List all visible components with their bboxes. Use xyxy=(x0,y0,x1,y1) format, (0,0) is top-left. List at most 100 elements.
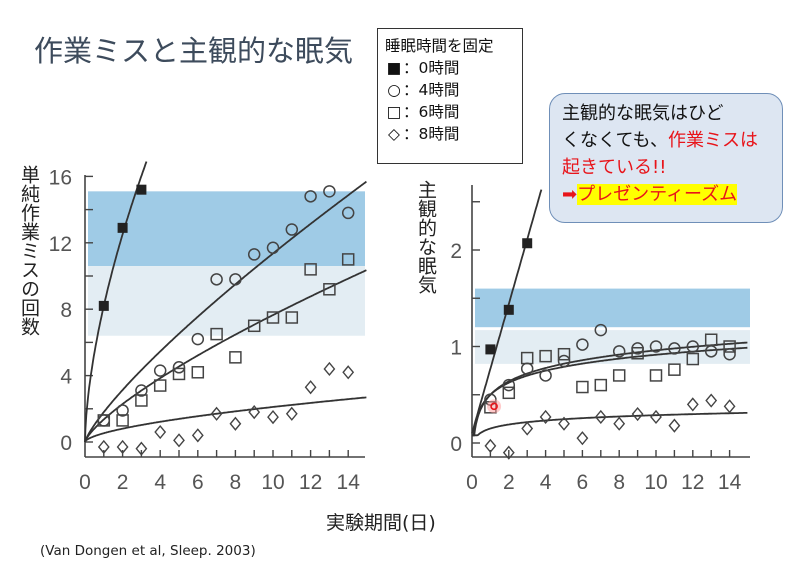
x-tick-label: 0 xyxy=(79,471,91,494)
data-point-diamond xyxy=(210,406,223,421)
data-point-diamond xyxy=(668,418,681,433)
data-point-circle xyxy=(557,354,571,368)
fit-curve-4時間 xyxy=(84,180,367,443)
legend-label: ：0時間 xyxy=(403,59,460,77)
legend-item-4h: ○ ：4時間 xyxy=(385,79,522,101)
x-tick-label: 6 xyxy=(192,471,204,494)
y-tick-label: 0 xyxy=(450,433,462,456)
reference-band-light xyxy=(475,330,750,364)
data-point-diamond xyxy=(267,410,279,425)
y-tick-label: 12 xyxy=(49,233,72,256)
x-tick-label: 2 xyxy=(117,471,129,494)
data-point-circle xyxy=(153,364,167,377)
fit-curve-4時間 xyxy=(471,341,748,437)
data-point-square xyxy=(210,327,223,341)
y-tick-label: 16 xyxy=(49,166,72,189)
data-point-diamond xyxy=(154,424,167,440)
data-point-diamond xyxy=(686,397,699,412)
data-point-diamond xyxy=(285,406,298,421)
data-point-square xyxy=(686,352,700,366)
callout-line-4: ➡プレゼンティーズム xyxy=(562,181,782,208)
data-point-square xyxy=(649,369,663,382)
data-point-circle xyxy=(116,404,129,417)
data-point-square xyxy=(229,351,242,364)
data-point-square xyxy=(594,378,608,392)
left-chart: 0 4 8 12 16 0 2 4 6 8 10 12 14 xyxy=(49,161,367,494)
data-point-filled-square xyxy=(522,238,533,249)
x-tick-label: 10 xyxy=(644,471,667,494)
cursor-marker xyxy=(490,402,498,411)
data-point-square xyxy=(153,379,167,392)
fit-curve-6時間 xyxy=(471,346,748,437)
x-tick-label: 8 xyxy=(613,471,625,494)
data-point-square xyxy=(266,311,280,324)
shared-xlabel: 実験期間(日) xyxy=(326,512,436,534)
data-point-square xyxy=(341,253,355,266)
data-point-square xyxy=(723,340,736,353)
left-chart-ylabel: 単純作業ミスの回数 xyxy=(18,165,40,336)
slide-title: 作業ミスと主観的な眠気 xyxy=(34,34,354,68)
data-point-diamond xyxy=(723,399,736,414)
fit-curve-0時間 xyxy=(84,161,148,443)
legend-title: 睡眠時間を固定 xyxy=(385,37,494,55)
filled-square-icon: ■ xyxy=(386,59,402,77)
data-point-circle xyxy=(539,369,552,382)
data-point-square xyxy=(304,263,317,276)
callout-text: くなくても、 xyxy=(562,130,669,151)
data-point-circle xyxy=(191,332,205,346)
legend-label: ：4時間 xyxy=(403,81,460,99)
citation: (Van Dongen et al, Sleep. 2003) xyxy=(40,543,256,559)
data-point-filled-square xyxy=(136,184,147,195)
data-point-circle xyxy=(323,185,336,198)
data-point-diamond xyxy=(650,409,662,425)
data-point-square xyxy=(323,283,336,296)
x-tick-label: 12 xyxy=(681,471,704,494)
data-point-circle xyxy=(502,378,516,392)
fit-curve-6時間 xyxy=(84,269,367,443)
y-tick-label: 2 xyxy=(450,240,462,263)
y-tick-label: 8 xyxy=(60,299,72,322)
data-point-filled-square xyxy=(98,300,109,311)
data-point-diamond xyxy=(502,445,515,460)
circle-icon: ○ xyxy=(387,81,401,99)
x-tick-label: 10 xyxy=(261,471,284,494)
data-point-square xyxy=(539,349,552,363)
data-point-diamond xyxy=(521,421,534,436)
callout-line-1: 主観的な眠気はひど xyxy=(562,103,724,124)
x-tick-label: 14 xyxy=(718,471,742,494)
fit-curve-8時間 xyxy=(84,396,367,443)
y-tick-label: 4 xyxy=(60,366,72,389)
square-icon: □ xyxy=(386,103,402,121)
data-point-diamond xyxy=(631,406,644,422)
data-point-circle xyxy=(576,338,589,351)
callout-highlight: プレゼンティーズム xyxy=(577,184,738,205)
data-point-square xyxy=(668,363,681,376)
legend-item-8h: ◇ ：8時間 xyxy=(385,123,522,145)
x-tick-label: 0 xyxy=(466,471,478,494)
data-point-square xyxy=(612,369,626,382)
callout-line-3: 起きている!! xyxy=(562,157,667,178)
data-point-diamond xyxy=(705,393,718,408)
data-point-filled-square xyxy=(117,222,128,233)
data-point-diamond xyxy=(135,441,148,456)
data-point-circle xyxy=(612,345,626,358)
callout-box: 主観的な眠気はひど くなくても、作業ミスは 起きている!! ➡プレゼンティーズム xyxy=(549,93,783,223)
x-tick-label: 4 xyxy=(154,471,166,494)
data-point-square xyxy=(631,347,644,360)
data-point-filled-square xyxy=(503,304,514,315)
data-point-square xyxy=(576,380,589,394)
data-point-diamond xyxy=(484,438,497,453)
data-point-square xyxy=(97,414,111,427)
data-point-square xyxy=(247,319,261,333)
legend-label: ：6時間 xyxy=(403,103,460,121)
data-point-circle xyxy=(266,241,280,255)
data-point-circle xyxy=(649,340,663,353)
data-point-diamond xyxy=(576,431,589,446)
data-point-circle xyxy=(210,273,223,286)
data-point-circle xyxy=(341,206,355,220)
data-point-diamond xyxy=(229,416,242,431)
x-tick-label: 8 xyxy=(230,471,242,494)
data-point-square xyxy=(704,333,718,346)
